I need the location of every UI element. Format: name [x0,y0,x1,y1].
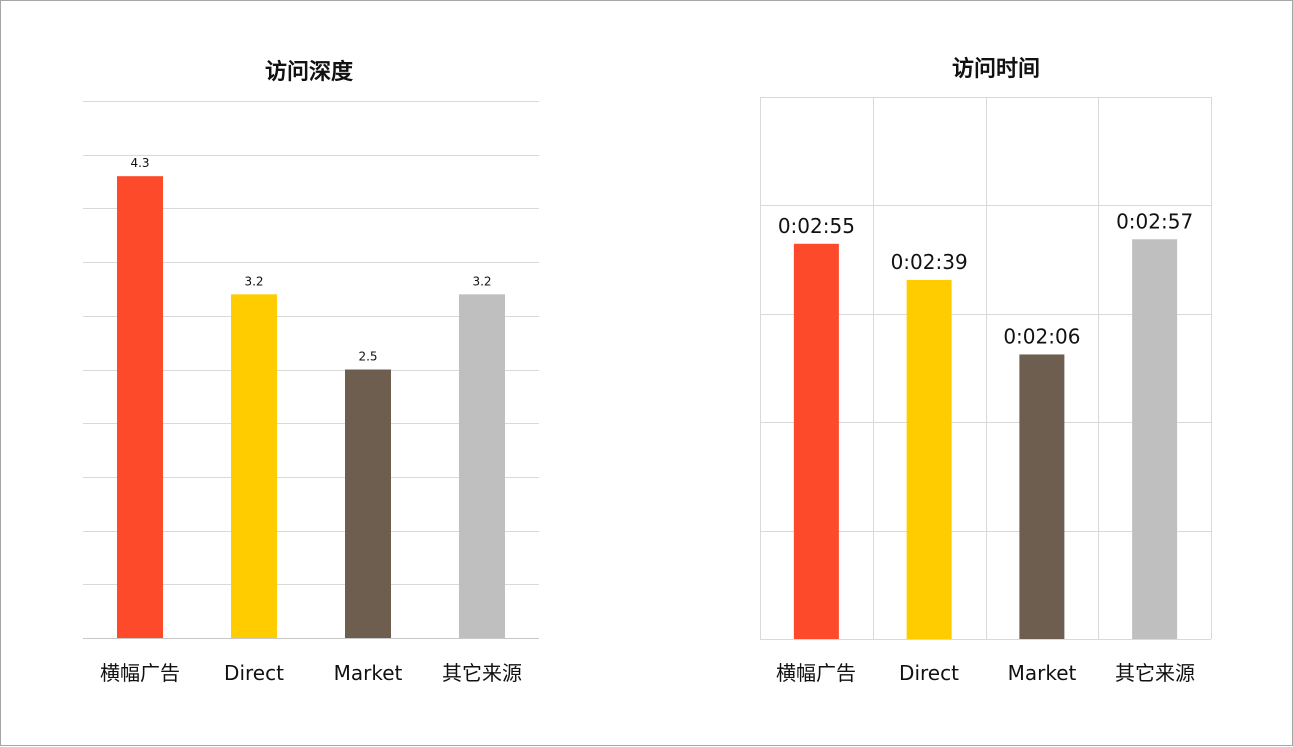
category-label: Market [334,661,403,685]
data-labels: 4.3 3.2 2.5 3.2 [130,156,491,363]
category-label: Direct [899,661,959,685]
data-label: 0:02:55 [778,214,855,238]
data-label: 0:02:57 [1116,209,1193,233]
category-label: Direct [224,661,284,685]
data-label: 3.2 [472,274,491,288]
category-label: Market [1008,661,1077,685]
bar [906,279,952,639]
bar [459,294,505,638]
data-label: 0:02:39 [891,250,968,274]
bar [345,369,391,638]
category-label: 横幅广告 [100,661,180,685]
category-labels: 横幅广告 Direct Market 其它来源 [100,661,522,685]
category-labels: 横幅广告 Direct Market 其它来源 [776,661,1195,685]
bar [117,176,163,638]
category-label: 其它来源 [442,661,522,685]
data-label: 4.3 [130,156,149,170]
data-label: 3.2 [244,274,263,288]
chart-title: 访问时间 [952,56,1040,82]
bar [1019,354,1065,639]
data-labels: 0:02:55 0:02:39 0:02:06 0:02:57 [778,209,1193,348]
bars [117,176,505,638]
data-label: 0:02:06 [1003,324,1080,348]
chart-visit-depth: 访问深度 4.3 3.2 2.5 3.2 横幅广告 Direct Market 其它来… [83,59,539,685]
bar [231,294,277,638]
category-label: 横幅广告 [776,661,856,685]
data-label: 2.5 [358,350,377,364]
bars [793,239,1178,639]
category-label: 其它来源 [1115,661,1195,685]
chart-title: 访问深度 [265,59,354,85]
chart-visit-time: 访问时间 0:02:55 0:02:39 0:02:06 0:02:57 横幅广告 D… [760,56,1212,685]
bar [1132,239,1178,639]
bar [793,243,839,639]
